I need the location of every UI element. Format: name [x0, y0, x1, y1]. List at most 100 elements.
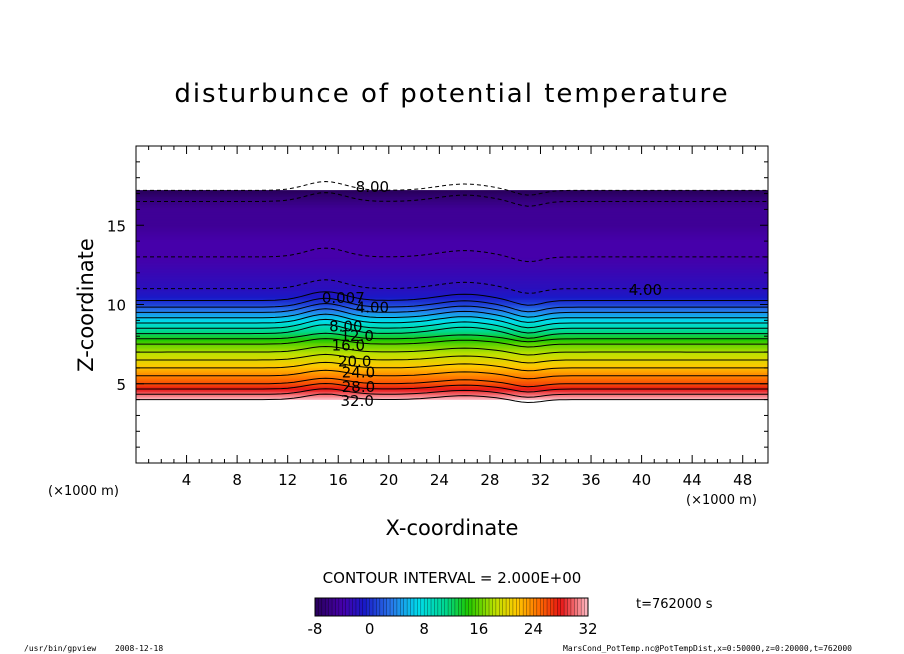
- contour-line: [136, 302, 768, 318]
- field-band: [136, 385, 768, 388]
- colorbar-swatch: [584, 598, 589, 616]
- field-band: [136, 259, 768, 263]
- contour-label: 8.00: [329, 318, 362, 336]
- colorbar-swatch: [362, 598, 367, 616]
- colorbar-swatch: [492, 598, 497, 616]
- field-band: [136, 232, 768, 236]
- colorbar-swatch: [413, 598, 418, 616]
- contour-label: 28.0: [342, 378, 375, 396]
- field-band: [136, 251, 768, 255]
- colorbar-swatch: [393, 598, 398, 616]
- field-band: [136, 312, 768, 315]
- field-band: [136, 308, 768, 312]
- field-band: [136, 221, 768, 224]
- field-band: [136, 381, 768, 385]
- contour-label: 0.007: [322, 289, 365, 307]
- y-tick-label: 5: [116, 376, 126, 394]
- colorbar-swatch: [349, 598, 353, 616]
- colorbar-swatch: [529, 598, 534, 616]
- colorbar-swatch: [533, 598, 538, 616]
- x-tick-label: 24: [430, 471, 449, 489]
- field-band: [136, 345, 768, 348]
- colorbar-swatch: [424, 598, 428, 616]
- x-unit-right: (×1000 m): [686, 493, 757, 508]
- colorbar-swatch: [516, 598, 521, 616]
- colorbar-swatch: [536, 598, 541, 616]
- y-axis-label: Z-coordinate: [74, 238, 98, 372]
- colorbar-swatch: [383, 598, 387, 616]
- field-band: [136, 193, 768, 196]
- field-band: [136, 217, 768, 220]
- field-band: [136, 331, 768, 334]
- field-band: [136, 366, 768, 369]
- contour-lines: [136, 180, 768, 404]
- colorbar-swatch: [512, 598, 517, 616]
- colorbar-swatch: [560, 598, 565, 616]
- colorbar-swatch: [376, 598, 381, 616]
- field-band: [136, 261, 768, 264]
- colorbar-swatch: [448, 598, 452, 616]
- field-band: [136, 380, 768, 383]
- field-band: [136, 304, 768, 307]
- field-band: [136, 356, 768, 359]
- field-band: [136, 242, 768, 245]
- field-band: [136, 191, 768, 194]
- colorbar-swatch: [478, 598, 483, 616]
- colorbar-swatch: [431, 598, 435, 616]
- field-band: [136, 248, 768, 251]
- colorbar-labels: -8 0 8 16 24 32: [308, 620, 598, 638]
- colorbar-swatch: [444, 598, 449, 616]
- x-tick-label: 12: [278, 471, 297, 489]
- colorbar-swatch: [577, 598, 582, 616]
- colorbar-swatch: [547, 598, 551, 616]
- colorbar-swatch: [485, 598, 490, 616]
- field-band: [136, 307, 768, 310]
- field-band: [136, 332, 768, 335]
- field-band: [136, 253, 768, 256]
- contour-line: [136, 291, 768, 306]
- field-band: [136, 350, 768, 353]
- contour-label: 20.0: [338, 353, 371, 371]
- footer-source: MarsCond_PotTemp.nc@PotTempDist,x=0:5000…: [563, 644, 852, 653]
- field-band: [136, 343, 768, 347]
- colorbar-swatch: [434, 598, 439, 616]
- contour-labels: 8.004.000.0074.008.0012.016.020.024.028.…: [322, 178, 662, 410]
- colorbar-swatch: [366, 598, 370, 616]
- colorbar-swatch: [386, 598, 391, 616]
- field-band: [136, 218, 768, 221]
- contour-line: [136, 361, 768, 372]
- x-tick-label: 20: [379, 471, 398, 489]
- field-band: [136, 320, 768, 323]
- colorbar-swatch: [475, 598, 480, 616]
- field-band: [136, 243, 768, 247]
- colorbar-swatch: [400, 598, 405, 616]
- colorbar: [314, 598, 589, 616]
- field-band: [136, 258, 768, 261]
- field-band: [136, 348, 768, 351]
- contour-line: [136, 353, 768, 364]
- field-band: [136, 220, 768, 223]
- field-band: [136, 255, 768, 258]
- colorbar-swatch: [373, 598, 377, 616]
- field-band: [136, 270, 768, 274]
- field-band: [136, 283, 768, 286]
- field-band: [136, 231, 768, 234]
- colorbar-swatch: [345, 598, 350, 616]
- field-band: [136, 361, 768, 364]
- x-tick-label: 32: [531, 471, 550, 489]
- colorbar-swatch: [369, 598, 374, 616]
- field-band: [136, 313, 768, 316]
- x-tick-label: 36: [581, 471, 600, 489]
- colorbar-swatch: [526, 598, 531, 616]
- colorbar-swatch: [502, 598, 507, 616]
- field-band: [136, 199, 768, 202]
- field-band: [136, 391, 768, 394]
- field-band: [136, 327, 768, 331]
- field-band: [136, 239, 768, 242]
- field-band: [136, 256, 768, 259]
- colorbar-swatch: [468, 598, 473, 616]
- colorbar-swatch: [342, 598, 347, 616]
- colorbar-swatch: [420, 598, 425, 616]
- field-band: [136, 234, 768, 237]
